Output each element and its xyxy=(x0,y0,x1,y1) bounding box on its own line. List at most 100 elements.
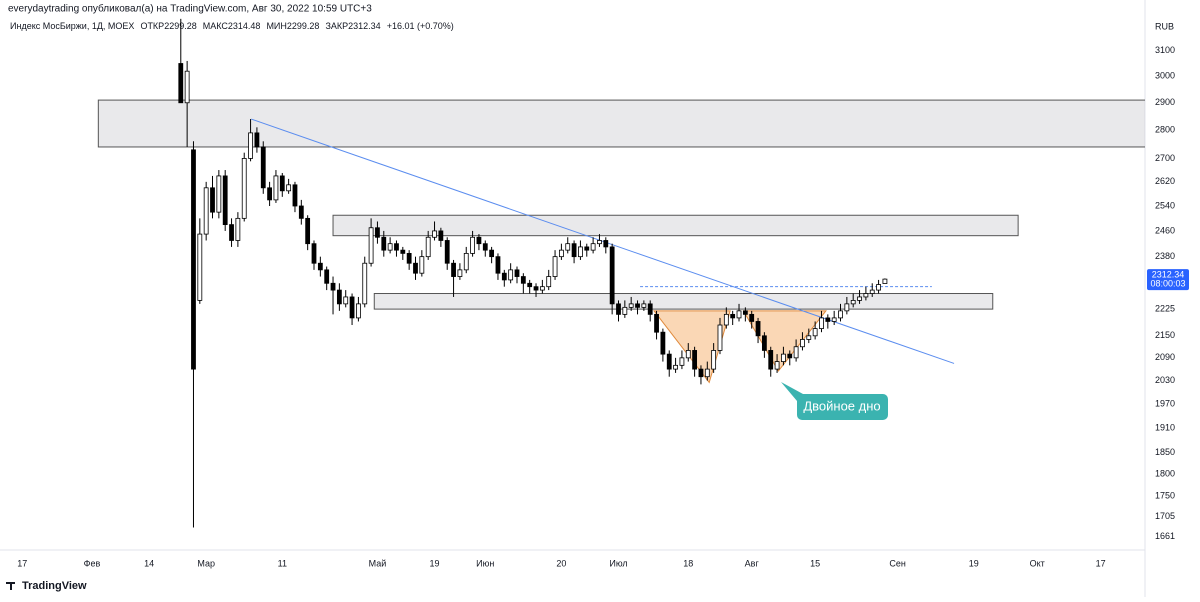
author-line: everydaytrading опубликовал(а) на Tradin… xyxy=(8,3,372,15)
candle-body xyxy=(413,262,418,274)
candle-body xyxy=(400,249,406,254)
x-tick-label: Авг xyxy=(745,558,760,568)
candle-body xyxy=(514,269,520,277)
candle-body xyxy=(343,296,349,305)
zone xyxy=(332,214,1019,237)
ohlc-label: ЗАКР xyxy=(325,21,348,31)
candle-body xyxy=(850,300,856,305)
x-tick-label: Сен xyxy=(889,558,906,568)
candle-body xyxy=(654,313,659,333)
candle-body xyxy=(235,217,241,241)
candle-body xyxy=(273,175,279,201)
candle-body xyxy=(723,313,729,326)
candle-body xyxy=(356,303,361,319)
candle-body xyxy=(387,243,393,251)
candle-body xyxy=(539,286,545,291)
candle-body xyxy=(533,286,539,291)
candle-body xyxy=(863,293,869,298)
candle-body xyxy=(457,269,463,277)
candle-body xyxy=(197,233,203,301)
candle-body xyxy=(882,278,888,284)
x-tick-label: 17 xyxy=(17,558,27,568)
y-tick-label: 1661 xyxy=(1155,531,1175,541)
y-tick-label: 1850 xyxy=(1155,447,1175,457)
ohlc-label: ОТКР xyxy=(140,21,164,31)
candle-body xyxy=(324,269,330,284)
zone xyxy=(373,293,994,310)
candle-body xyxy=(248,132,253,159)
change: +16.01 (+0.70%) xyxy=(387,21,454,31)
ohlc-label: МАКС xyxy=(203,21,229,31)
candle-body xyxy=(381,236,387,251)
candle-body xyxy=(254,132,260,148)
y-tick-label: 2030 xyxy=(1155,375,1175,385)
trendline xyxy=(251,118,955,364)
y-tick-label: 1800 xyxy=(1155,469,1175,479)
logo: TradingView xyxy=(22,580,87,592)
candle-body xyxy=(736,310,742,319)
x-tick-label: 11 xyxy=(278,558,287,568)
candle-body xyxy=(375,227,380,238)
candle-body xyxy=(470,236,475,254)
countdown: 08:00:03 xyxy=(1150,278,1185,288)
y-tick-label: 2225 xyxy=(1155,303,1175,313)
candle-body xyxy=(698,368,704,378)
candle-body xyxy=(178,63,184,104)
candle-body xyxy=(451,262,456,277)
candle-body xyxy=(203,187,209,235)
candle-body xyxy=(825,317,831,322)
candle-body xyxy=(425,236,431,258)
candle-body xyxy=(336,289,342,305)
candle-body xyxy=(819,317,824,329)
candle-body xyxy=(679,357,685,366)
y-tick-label: 2900 xyxy=(1155,97,1175,107)
y-tick-label: 3000 xyxy=(1155,71,1175,81)
y-tick-label: 2620 xyxy=(1155,176,1175,186)
candle-body xyxy=(317,262,323,271)
candle-body xyxy=(349,296,355,319)
symbol: Индекс МосБиржи, 1Д, MOEX xyxy=(10,21,134,31)
candle-body xyxy=(844,303,850,312)
candle-body xyxy=(635,303,640,308)
x-tick-label: 14 xyxy=(144,558,154,568)
y-tick-label: 2540 xyxy=(1155,200,1175,210)
candle-body xyxy=(812,328,818,337)
candle-body xyxy=(742,310,748,315)
y-tick-label: 2700 xyxy=(1155,153,1175,163)
x-tick-label: 19 xyxy=(430,558,440,568)
candle-body xyxy=(229,224,234,241)
candle-body xyxy=(476,236,482,245)
candle-body xyxy=(749,313,755,322)
candle-body xyxy=(298,205,304,219)
candle-body xyxy=(463,252,469,271)
x-tick-label: 15 xyxy=(810,558,820,568)
candle-body xyxy=(216,175,222,213)
candle-body xyxy=(241,158,247,219)
price-label-bg xyxy=(1147,269,1189,291)
candle-body xyxy=(793,346,799,359)
candle-body xyxy=(501,272,507,281)
candle-body xyxy=(647,303,653,315)
y-tick-label: 3100 xyxy=(1155,45,1175,55)
x-tick-label: Июл xyxy=(609,558,627,568)
x-tick-label: Май xyxy=(369,558,387,568)
y-tick-label: 2800 xyxy=(1155,124,1175,134)
candle-body xyxy=(578,246,583,258)
candle-body xyxy=(286,184,292,192)
candle-body xyxy=(584,246,590,251)
candle-body xyxy=(520,276,526,284)
candle-body xyxy=(267,187,272,201)
candle-body xyxy=(184,70,190,104)
candle-body xyxy=(774,361,780,370)
candle-body xyxy=(394,243,399,251)
x-tick-label: 18 xyxy=(683,558,693,568)
candle-body xyxy=(806,335,812,340)
candle-body xyxy=(311,243,317,264)
candle-body xyxy=(673,364,678,370)
candle-body xyxy=(869,289,875,294)
y-tick-label: 2150 xyxy=(1155,330,1175,340)
x-tick-label: 19 xyxy=(969,558,979,568)
candle-body xyxy=(685,350,691,359)
candle-body xyxy=(362,262,368,305)
